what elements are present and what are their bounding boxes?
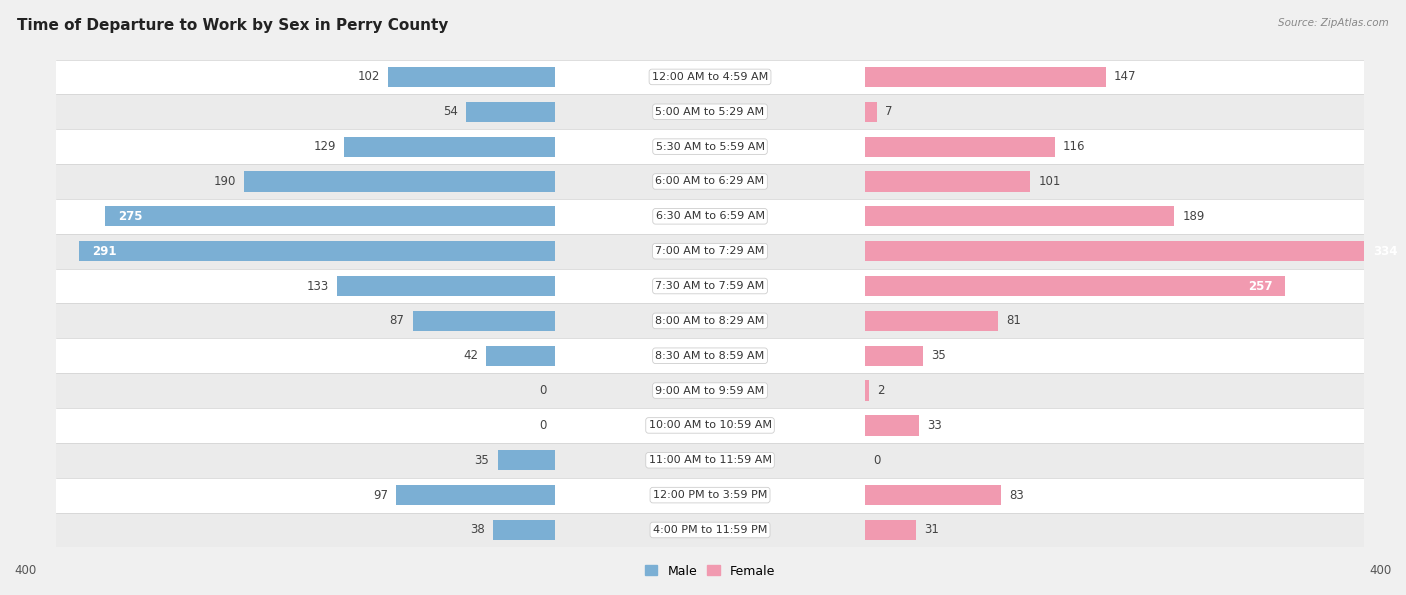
Text: 11:00 AM to 11:59 AM: 11:00 AM to 11:59 AM <box>648 455 772 465</box>
Text: 54: 54 <box>443 105 458 118</box>
Bar <box>865 276 1285 296</box>
Text: 116: 116 <box>1063 140 1085 153</box>
Bar <box>245 171 555 192</box>
Text: 7:00 AM to 7:29 AM: 7:00 AM to 7:29 AM <box>655 246 765 256</box>
Text: 7: 7 <box>884 105 893 118</box>
Bar <box>865 311 998 331</box>
Bar <box>865 415 920 436</box>
Text: 400: 400 <box>14 564 37 577</box>
Bar <box>56 478 1364 512</box>
Text: 275: 275 <box>118 210 143 223</box>
Bar <box>467 102 555 122</box>
Bar <box>56 512 1364 547</box>
Bar <box>865 380 869 400</box>
Text: 12:00 AM to 4:59 AM: 12:00 AM to 4:59 AM <box>652 72 768 82</box>
Text: 400: 400 <box>1369 564 1392 577</box>
Bar <box>56 268 1364 303</box>
Bar <box>56 303 1364 339</box>
Bar <box>486 346 555 366</box>
Text: 81: 81 <box>1005 314 1021 327</box>
Bar <box>492 520 555 540</box>
Text: 129: 129 <box>314 140 336 153</box>
Text: 189: 189 <box>1182 210 1205 223</box>
Bar <box>865 346 922 366</box>
Text: 6:30 AM to 6:59 AM: 6:30 AM to 6:59 AM <box>655 211 765 221</box>
Text: 33: 33 <box>928 419 942 432</box>
Bar <box>388 67 555 87</box>
Legend: Male, Female: Male, Female <box>640 560 780 583</box>
Bar <box>56 129 1364 164</box>
Bar <box>56 339 1364 373</box>
Text: 8:00 AM to 8:29 AM: 8:00 AM to 8:29 AM <box>655 316 765 326</box>
Bar <box>865 485 1001 505</box>
Text: 291: 291 <box>93 245 117 258</box>
Text: 8:30 AM to 8:59 AM: 8:30 AM to 8:59 AM <box>655 350 765 361</box>
Bar <box>56 199 1364 234</box>
Text: 97: 97 <box>373 488 388 502</box>
Text: 101: 101 <box>1039 175 1062 188</box>
Text: 0: 0 <box>540 384 547 397</box>
Text: 147: 147 <box>1114 70 1136 83</box>
Bar <box>56 95 1364 129</box>
Bar <box>498 450 555 471</box>
Bar <box>56 234 1364 268</box>
Bar <box>865 102 877 122</box>
Text: 7:30 AM to 7:59 AM: 7:30 AM to 7:59 AM <box>655 281 765 291</box>
Bar <box>337 276 555 296</box>
Text: 12:00 PM to 3:59 PM: 12:00 PM to 3:59 PM <box>652 490 768 500</box>
Bar <box>865 206 1174 227</box>
Text: 35: 35 <box>931 349 945 362</box>
Text: Source: ZipAtlas.com: Source: ZipAtlas.com <box>1278 18 1389 28</box>
Bar <box>412 311 555 331</box>
Text: 0: 0 <box>873 454 880 466</box>
Text: Time of Departure to Work by Sex in Perry County: Time of Departure to Work by Sex in Perr… <box>17 18 449 33</box>
Text: 0: 0 <box>540 419 547 432</box>
Text: 10:00 AM to 10:59 AM: 10:00 AM to 10:59 AM <box>648 421 772 430</box>
Text: 190: 190 <box>214 175 236 188</box>
Bar <box>865 171 1031 192</box>
Text: 6:00 AM to 6:29 AM: 6:00 AM to 6:29 AM <box>655 177 765 186</box>
Bar <box>56 164 1364 199</box>
Text: 83: 83 <box>1010 488 1024 502</box>
Text: 4:00 PM to 11:59 PM: 4:00 PM to 11:59 PM <box>652 525 768 535</box>
Bar <box>865 136 1054 156</box>
Bar <box>56 443 1364 478</box>
Bar <box>56 60 1364 95</box>
Text: 102: 102 <box>357 70 380 83</box>
Text: 5:30 AM to 5:59 AM: 5:30 AM to 5:59 AM <box>655 142 765 152</box>
Text: 87: 87 <box>389 314 405 327</box>
Text: 5:00 AM to 5:29 AM: 5:00 AM to 5:29 AM <box>655 107 765 117</box>
Text: 38: 38 <box>470 524 485 537</box>
Text: 334: 334 <box>1374 245 1398 258</box>
Text: 9:00 AM to 9:59 AM: 9:00 AM to 9:59 AM <box>655 386 765 396</box>
Bar <box>865 67 1105 87</box>
Text: 257: 257 <box>1247 280 1272 293</box>
Bar <box>396 485 555 505</box>
Bar <box>105 206 555 227</box>
Text: 2: 2 <box>877 384 884 397</box>
Text: 31: 31 <box>924 524 939 537</box>
Bar <box>865 241 1406 261</box>
Bar <box>344 136 555 156</box>
Bar <box>79 241 555 261</box>
Bar <box>865 520 915 540</box>
Bar <box>56 373 1364 408</box>
Text: 35: 35 <box>475 454 489 466</box>
Text: 42: 42 <box>463 349 478 362</box>
Text: 133: 133 <box>307 280 329 293</box>
Bar <box>56 408 1364 443</box>
